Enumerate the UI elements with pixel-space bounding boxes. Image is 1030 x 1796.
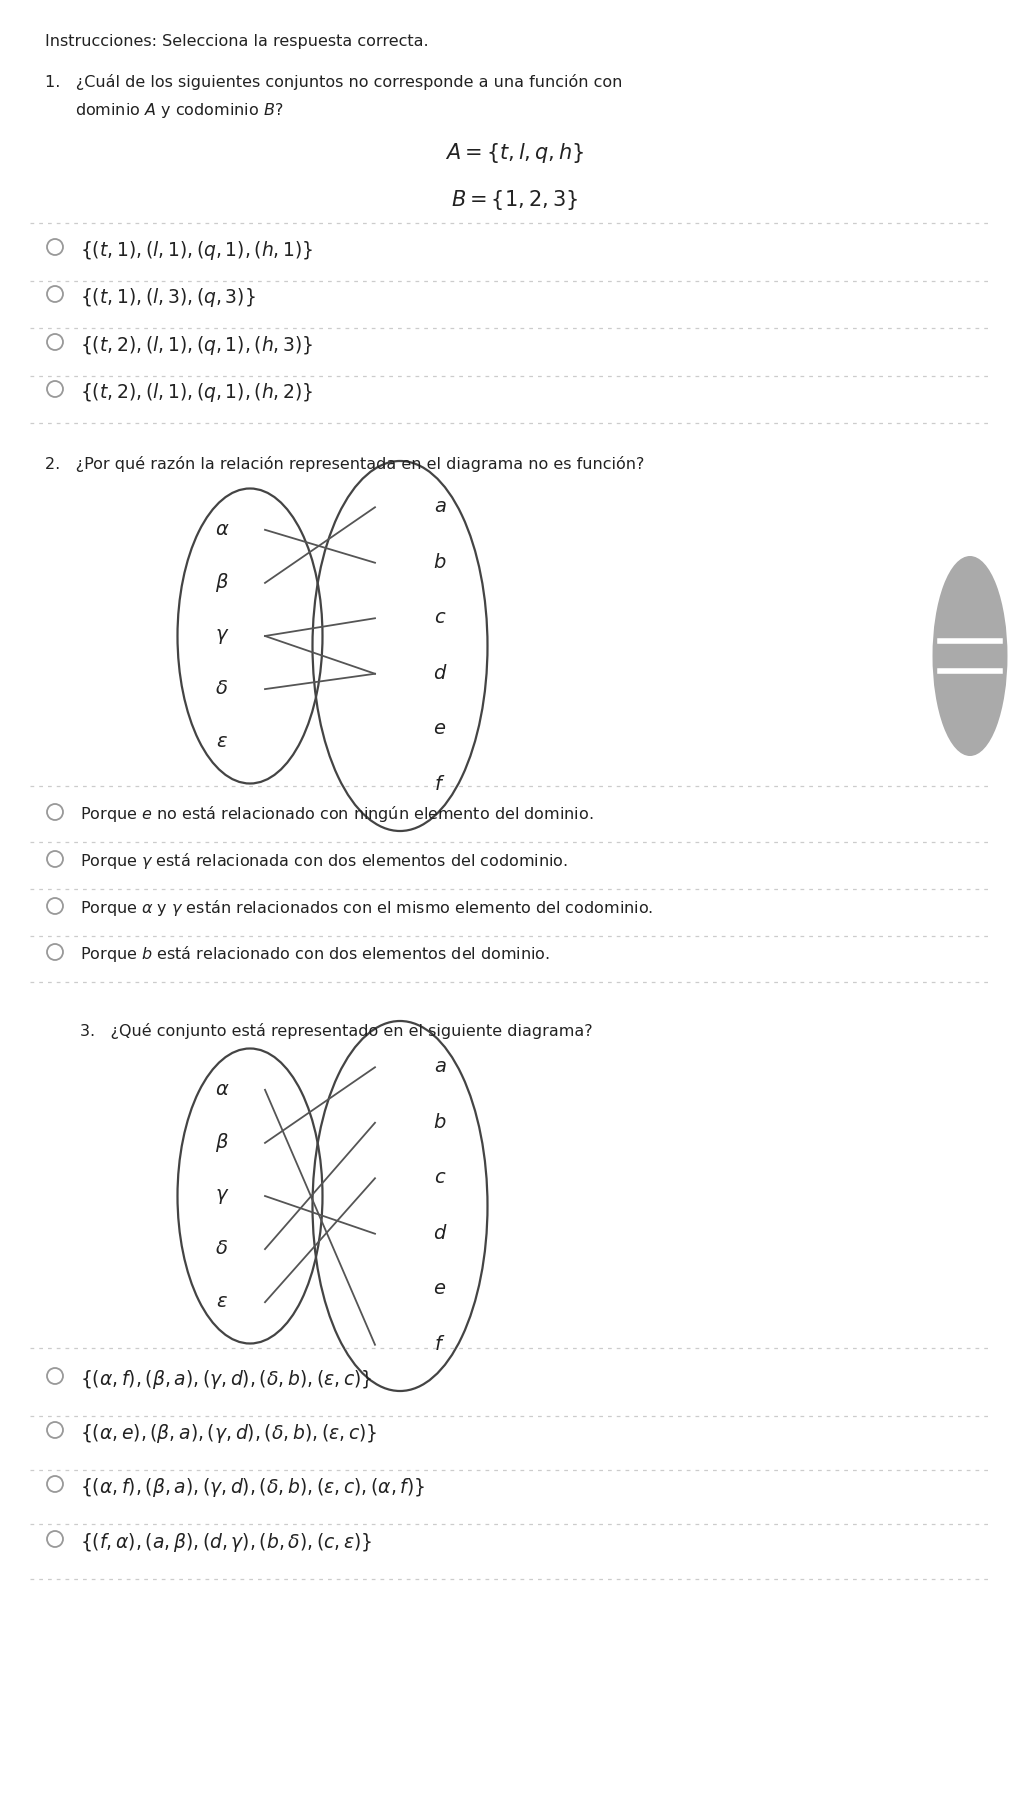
Text: Instrucciones: Selecciona la respuesta correcta.: Instrucciones: Selecciona la respuesta c…: [45, 34, 428, 48]
Text: $\delta$: $\delta$: [215, 1239, 229, 1259]
Text: $\varepsilon$: $\varepsilon$: [216, 1293, 228, 1311]
Text: $\alpha$: $\alpha$: [214, 521, 230, 539]
Text: $A = \{t, l, q, h\}$: $A = \{t, l, q, h\}$: [445, 142, 585, 165]
Text: 3.   ¿Qué conjunto está representado en el siguiente diagrama?: 3. ¿Qué conjunto está representado en el…: [80, 1024, 592, 1040]
Text: $\{(\alpha,f),(\beta,a),(\gamma,d),(\delta,b),(\varepsilon,c)\}$: $\{(\alpha,f),(\beta,a),(\gamma,d),(\del…: [80, 1369, 373, 1390]
Text: $\varepsilon$: $\varepsilon$: [216, 733, 228, 751]
Text: Porque $\gamma$ está relacionada con dos elementos del codominio.: Porque $\gamma$ está relacionada con dos…: [80, 851, 569, 871]
Text: $\beta$: $\beta$: [215, 571, 229, 594]
Text: $b$: $b$: [434, 553, 447, 573]
Text: $b$: $b$: [434, 1114, 447, 1131]
Text: $\{(\alpha,e),(\beta,a),(\gamma,d),(\delta,b),(\varepsilon,c)\}$: $\{(\alpha,e),(\beta,a),(\gamma,d),(\del…: [80, 1422, 377, 1446]
Text: $\beta$: $\beta$: [215, 1131, 229, 1155]
Text: 1.   ¿Cuál de los siguientes conjuntos no corresponde a una función con: 1. ¿Cuál de los siguientes conjuntos no …: [45, 74, 622, 90]
Text: $\gamma$: $\gamma$: [215, 627, 230, 645]
Text: $\{(t,1),(l,3),(q,3)\}$: $\{(t,1),(l,3),(q,3)\}$: [80, 286, 255, 309]
Text: $a$: $a$: [434, 497, 446, 515]
Text: $f$: $f$: [435, 1334, 446, 1354]
Text: $\{(t,2),(l,1),(q,1),(h,3)\}$: $\{(t,2),(l,1),(q,1),(h,3)\}$: [80, 334, 313, 357]
Text: $e$: $e$: [434, 1281, 447, 1299]
Text: $\alpha$: $\alpha$: [214, 1081, 230, 1099]
Text: Porque $\alpha$ y $\gamma$ están relacionados con el mismo elemento del codomini: Porque $\alpha$ y $\gamma$ están relacio…: [80, 898, 653, 918]
Text: $\{(f,\alpha),(a,\beta),(d,\gamma),(b,\delta),(c,\varepsilon)\}$: $\{(f,\alpha),(a,\beta),(d,\gamma),(b,\d…: [80, 1530, 373, 1554]
Text: $\{(t,2),(l,1),(q,1),(h,2)\}$: $\{(t,2),(l,1),(q,1),(h,2)\}$: [80, 381, 313, 404]
Text: $c$: $c$: [434, 609, 446, 627]
Text: 2.   ¿Por qué razón la relación representada en el diagrama no es función?: 2. ¿Por qué razón la relación representa…: [45, 456, 645, 472]
Ellipse shape: [932, 557, 1007, 756]
Text: $\{(\alpha,f),(\beta,a),(\gamma,d),(\delta,b),(\varepsilon,c),(\alpha,f)\}$: $\{(\alpha,f),(\beta,a),(\gamma,d),(\del…: [80, 1476, 425, 1500]
Text: $a$: $a$: [434, 1058, 446, 1076]
Text: $e$: $e$: [434, 720, 447, 738]
Text: $c$: $c$: [434, 1169, 446, 1187]
Text: $\delta$: $\delta$: [215, 681, 229, 699]
Text: Porque $e$ no está relacionado con ningún elemento del dominio.: Porque $e$ no está relacionado con ningú…: [80, 805, 593, 824]
Text: dominio $A$ y codominio $B$?: dominio $A$ y codominio $B$?: [75, 101, 283, 120]
Text: $d$: $d$: [433, 665, 447, 682]
Text: $f$: $f$: [435, 776, 446, 794]
Text: $B = \{1, 2, 3\}$: $B = \{1, 2, 3\}$: [451, 189, 579, 212]
Text: $\{(t,1),(l,1),(q,1),(h,1)\}$: $\{(t,1),(l,1),(q,1),(h,1)\}$: [80, 239, 313, 262]
Text: $d$: $d$: [433, 1225, 447, 1243]
Text: Porque $b$ está relacionado con dos elementos del dominio.: Porque $b$ está relacionado con dos elem…: [80, 945, 550, 964]
Text: $\gamma$: $\gamma$: [215, 1187, 230, 1205]
